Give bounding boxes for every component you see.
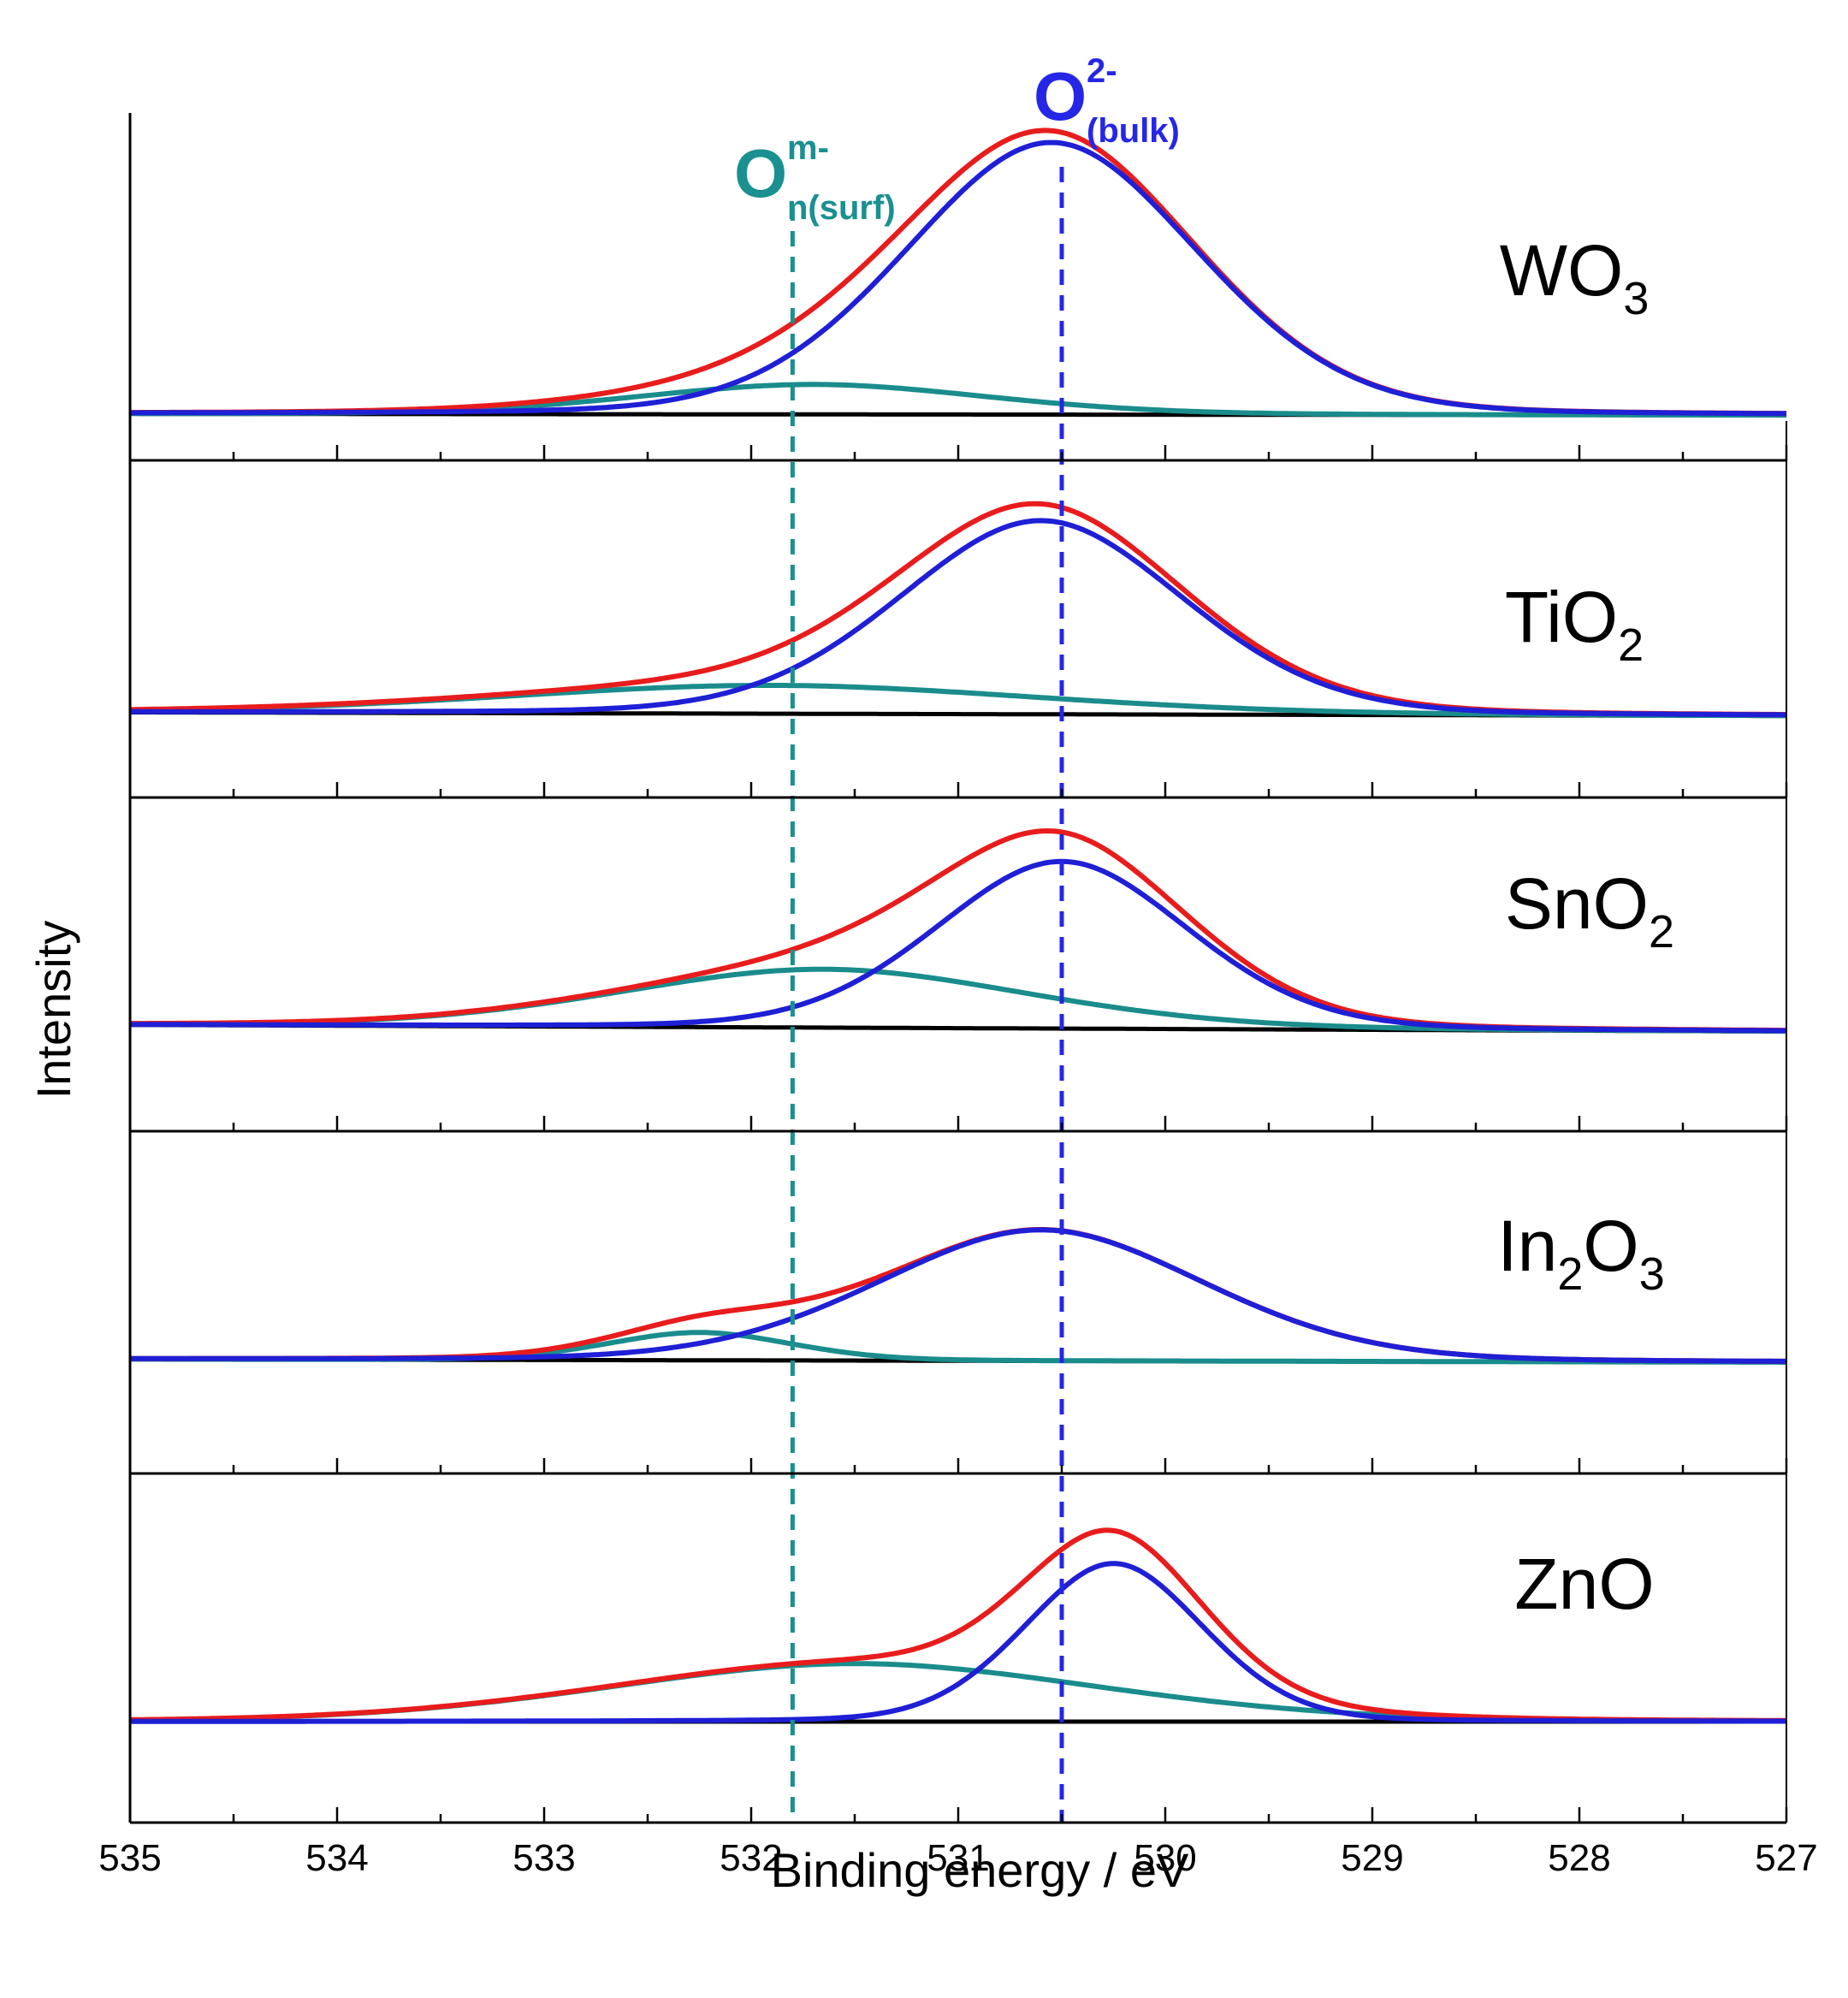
panel-label-main: In xyxy=(1497,1206,1557,1286)
x-tick-label: 530 xyxy=(1134,1837,1196,1879)
panel-label: ZnO xyxy=(1514,1544,1654,1624)
x-tick-label: 527 xyxy=(1755,1837,1817,1879)
panel-label-main: WO xyxy=(1500,230,1624,311)
surface-oxygen-label-sub: n(surf) xyxy=(787,189,896,227)
x-tick-label: 535 xyxy=(98,1837,161,1879)
panel-label: In2O3 xyxy=(1497,1206,1665,1300)
measured-spectrum-line xyxy=(129,1527,1786,1723)
panel-label-sub: 2 xyxy=(1557,1248,1583,1300)
panel-label-main2: O xyxy=(1583,1206,1638,1286)
x-axis-title-text: Binding energy / eV xyxy=(771,1843,1189,1897)
bulk-component-line xyxy=(130,1227,1786,1364)
bulk-component-line xyxy=(130,1561,1786,1724)
bulk-oxygen-label-sup: 2- xyxy=(1087,52,1117,90)
panel-label: WO3 xyxy=(1500,230,1650,324)
panel-label-sub: 2 xyxy=(1618,620,1644,671)
panel-label-main: SnO xyxy=(1505,863,1649,944)
bulk-component-line xyxy=(130,139,1786,417)
bulk-component-line xyxy=(130,858,1787,1034)
x-tick-label: 528 xyxy=(1548,1837,1610,1879)
surface-component-line xyxy=(129,966,1786,1034)
bulk-component-line xyxy=(130,518,1786,718)
x-tick-label: 534 xyxy=(305,1837,368,1879)
panel-label-sub: 2 xyxy=(1649,906,1674,957)
axes-layer: 535 534 533 532 531 530 529 528 527 xyxy=(98,113,1818,1879)
y-axis-title-text: Intensity xyxy=(27,921,80,1100)
bulk-oxygen-label-main: O xyxy=(1034,58,1087,134)
x-tick-label: 531 xyxy=(927,1837,989,1879)
bulk-oxygen-label: O 2- (bulk) xyxy=(1034,52,1180,150)
panel-1: WO3 xyxy=(130,127,1786,418)
panel-5: ZnO xyxy=(129,1527,1786,1724)
x-axis-title: Binding energy / eV xyxy=(771,1843,1189,1897)
panel-label-main: ZnO xyxy=(1514,1544,1654,1624)
panel-label-main: TiO xyxy=(1505,577,1618,657)
panel-2: TiO2 xyxy=(129,501,1786,719)
panel-3: SnO2 xyxy=(129,828,1787,1034)
bulk-oxygen-label-sub: (bulk) xyxy=(1087,112,1180,150)
panel-4: In2O3 xyxy=(130,1206,1786,1365)
x-tick-label: 529 xyxy=(1341,1837,1403,1879)
panel-label: SnO2 xyxy=(1505,863,1674,957)
surface-oxygen-label-main: O xyxy=(734,135,787,211)
panel-label-sub: 3 xyxy=(1623,273,1649,324)
surface-oxygen-label-sup: m- xyxy=(787,129,829,167)
x-tick-label: 533 xyxy=(512,1837,575,1879)
y-axis-title: Intensity xyxy=(27,921,80,1100)
x-tick-label: 532 xyxy=(720,1837,782,1879)
panel-label: TiO2 xyxy=(1505,577,1644,671)
panel-label-sub2: 3 xyxy=(1639,1248,1665,1300)
